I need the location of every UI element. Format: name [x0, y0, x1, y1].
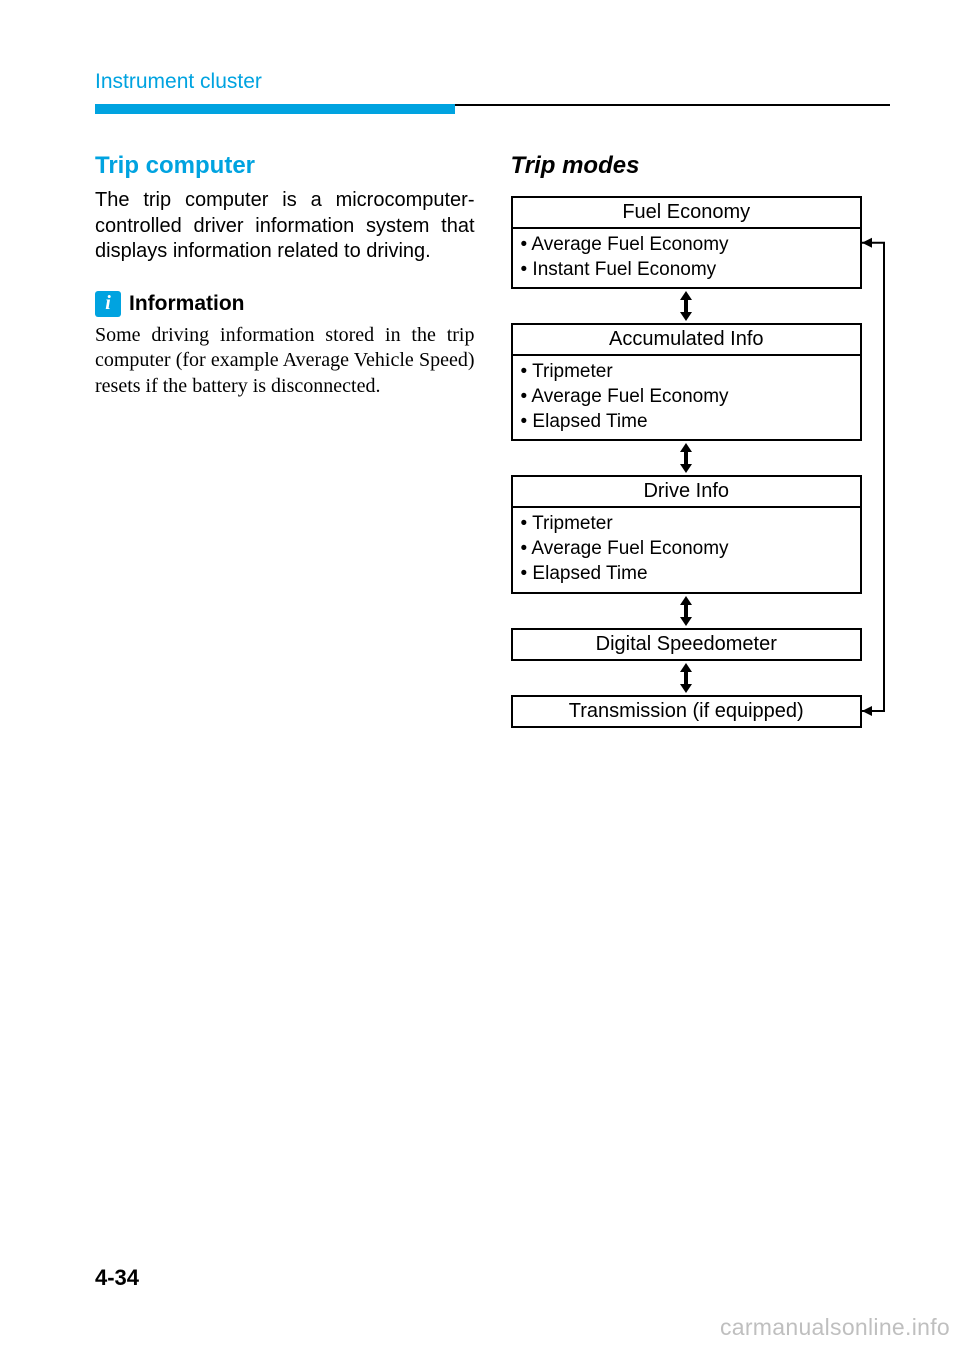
trip-computer-body: The trip computer is a microcomput­er-co…: [95, 188, 475, 265]
mode-box-header: Fuel Economy: [513, 198, 861, 229]
header-section-title: Instrument cluster: [95, 70, 890, 94]
mode-item: • Elapsed Time: [521, 410, 853, 435]
header-rule-line: [455, 104, 890, 106]
mode-item: • Tripmeter: [521, 360, 853, 385]
mode-item: • Instant Fuel Economy: [521, 258, 853, 283]
loop-connector: [862, 196, 890, 721]
trip-modes-title: Trip modes: [511, 152, 891, 180]
up-down-arrow-icon: [511, 661, 863, 695]
trip-modes-diagram: Fuel Economy• Average Fuel Economy• Inst…: [511, 196, 891, 728]
header-rule-accent: [95, 104, 455, 114]
page-number: 4-34: [95, 1265, 139, 1291]
mode-box-header: Transmission (if equipped): [513, 697, 861, 726]
information-text: Some driving information stored in the t…: [95, 323, 475, 400]
up-down-arrow-icon: [511, 289, 863, 323]
mode-item: • Elapsed Time: [521, 562, 853, 587]
mode-box-body: • Average Fuel Economy• Instant Fuel Eco…: [513, 229, 861, 287]
page: Instrument cluster Trip computer The tri…: [0, 0, 960, 1346]
mode-box-header: Drive Info: [513, 477, 861, 508]
mode-box: Drive Info• Tripmeter• Average Fuel Econ…: [511, 475, 863, 593]
header-rule: [95, 104, 890, 114]
trip-computer-title: Trip computer: [95, 152, 475, 180]
mode-box-header: Digital Speedometer: [513, 630, 861, 659]
mode-box-body: • Tripmeter• Average Fuel Economy• Elaps…: [513, 508, 861, 591]
information-label: Information: [129, 292, 245, 316]
mode-item: • Average Fuel Economy: [521, 385, 853, 410]
watermark: carmanualsonline.info: [720, 1314, 950, 1341]
mode-box-header: Accumulated Info: [513, 325, 861, 356]
mode-box: Fuel Economy• Average Fuel Economy• Inst…: [511, 196, 863, 289]
left-column: Trip computer The trip computer is a mic…: [95, 152, 475, 728]
mode-box: Digital Speedometer: [511, 628, 863, 661]
mode-box: Accumulated Info• Tripmeter• Average Fue…: [511, 323, 863, 441]
information-heading: i Information: [95, 291, 475, 317]
up-down-arrow-icon: [511, 441, 863, 475]
content-columns: Trip computer The trip computer is a mic…: [95, 152, 890, 728]
up-down-arrow-icon: [511, 594, 863, 628]
info-icon: i: [95, 291, 121, 317]
mode-box: Transmission (if equipped): [511, 695, 863, 728]
mode-item: • Tripmeter: [521, 512, 853, 537]
right-column: Trip modes Fuel Economy• Average Fuel Ec…: [511, 152, 891, 728]
mode-item: • Average Fuel Economy: [521, 537, 853, 562]
mode-box-body: • Tripmeter• Average Fuel Economy• Elaps…: [513, 356, 861, 439]
mode-item: • Average Fuel Economy: [521, 233, 853, 258]
